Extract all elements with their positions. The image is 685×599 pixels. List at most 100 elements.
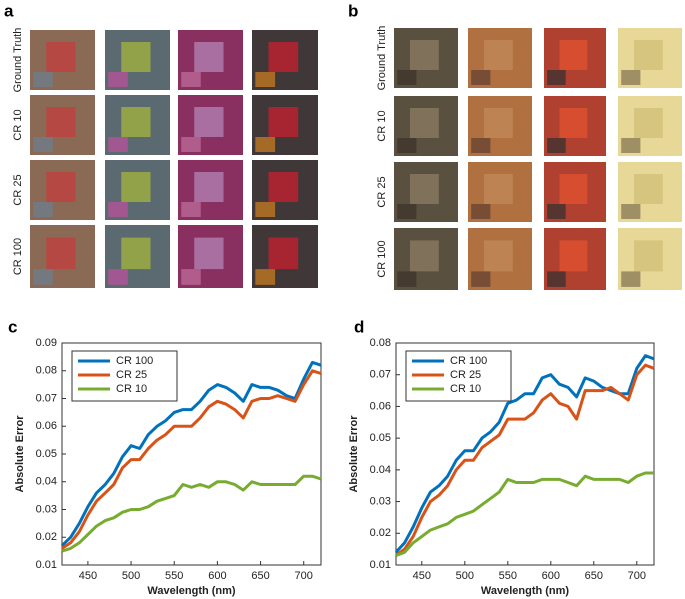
x-tick-label: 500 xyxy=(456,570,474,582)
image-detail xyxy=(621,271,641,287)
image-detail xyxy=(484,174,513,204)
image-detail xyxy=(33,72,53,87)
image-detail xyxy=(621,138,641,153)
image-detail xyxy=(471,138,491,153)
x-tick-label: 700 xyxy=(628,570,646,582)
image-detail xyxy=(471,70,491,85)
image-detail xyxy=(471,271,491,287)
image-detail xyxy=(397,138,417,153)
image-detail xyxy=(547,271,566,287)
y-tick-label: 0.07 xyxy=(370,369,391,381)
image-detail xyxy=(559,40,588,70)
y-tick-label: 0.07 xyxy=(36,392,57,404)
series-line xyxy=(395,471,654,557)
image-detail xyxy=(268,107,299,137)
image-detail xyxy=(559,240,588,272)
y-tick-label: 0.03 xyxy=(36,503,57,515)
image-detail xyxy=(194,237,224,270)
row-label: CR 25 xyxy=(376,176,388,207)
series-line xyxy=(61,474,322,553)
x-tick-label: 450 xyxy=(413,570,431,582)
image-detail xyxy=(194,172,224,202)
y-tick-label: 0.06 xyxy=(36,420,57,432)
image-detail xyxy=(634,40,663,70)
image-detail xyxy=(46,42,76,72)
image-detail xyxy=(268,172,299,202)
image-detail xyxy=(33,202,53,217)
image-detail xyxy=(634,174,663,204)
image-detail xyxy=(268,42,299,72)
legend-label: CR 100 xyxy=(116,355,153,367)
image-detail xyxy=(634,108,663,138)
image-detail xyxy=(255,72,276,87)
x-tick-label: 700 xyxy=(295,570,313,582)
legend-label: CR 10 xyxy=(450,383,481,395)
image-detail xyxy=(621,204,641,219)
image-detail xyxy=(397,204,417,219)
row-label: CR 10 xyxy=(376,110,388,141)
x-tick-label: 650 xyxy=(585,570,603,582)
y-tick-label: 0.02 xyxy=(370,527,391,539)
row-label: CR 100 xyxy=(12,238,24,275)
x-axis-label: Wavelength (nm) xyxy=(147,585,236,597)
image-detail xyxy=(46,107,76,137)
x-tick-label: 600 xyxy=(208,570,226,582)
image-detail xyxy=(410,240,439,272)
image-detail xyxy=(484,108,513,138)
image-detail xyxy=(33,269,53,285)
image-detail xyxy=(181,269,201,285)
y-tick-label: 0.05 xyxy=(36,448,57,460)
y-tick-label: 0.08 xyxy=(36,365,57,377)
image-detail xyxy=(547,138,566,153)
panel-label: b xyxy=(348,1,358,20)
image-detail xyxy=(255,202,276,217)
image-detail xyxy=(410,40,439,70)
x-tick-label: 650 xyxy=(251,570,269,582)
image-detail xyxy=(181,202,201,217)
image-detail xyxy=(33,137,53,152)
image-detail xyxy=(559,108,588,138)
image-detail xyxy=(410,174,439,204)
panel-label: c xyxy=(8,317,17,336)
x-tick-label: 500 xyxy=(122,570,140,582)
y-tick-label: 0.01 xyxy=(36,559,57,571)
y-tick-label: 0.04 xyxy=(370,464,391,476)
image-detail xyxy=(471,204,491,219)
image-detail xyxy=(397,271,417,287)
legend-label: CR 10 xyxy=(116,383,147,395)
image-detail xyxy=(194,107,224,137)
image-detail xyxy=(484,40,513,70)
y-axis-label: Absolute Error xyxy=(14,415,26,493)
y-tick-label: 0.05 xyxy=(370,432,391,444)
series-line xyxy=(60,360,322,547)
image-detail xyxy=(121,42,151,72)
y-tick-label: 0.09 xyxy=(36,337,57,349)
image-detail xyxy=(194,42,224,72)
y-axis-label: Absolute Error xyxy=(348,415,360,493)
image-detail xyxy=(121,237,151,270)
image-detail xyxy=(181,137,201,152)
legend-label: CR 25 xyxy=(450,369,481,381)
image-detail xyxy=(46,237,76,270)
image-detail xyxy=(255,269,276,285)
legend-label: CR 25 xyxy=(116,369,147,381)
image-detail xyxy=(181,72,201,87)
x-tick-label: 550 xyxy=(499,570,517,582)
row-label: Ground Truth xyxy=(12,28,24,93)
image-detail xyxy=(484,240,513,272)
series-line xyxy=(61,369,322,550)
row-label: CR 25 xyxy=(12,174,24,205)
image-detail xyxy=(121,107,151,137)
image-detail xyxy=(108,202,128,217)
image-detail xyxy=(268,237,299,270)
image-detail xyxy=(255,137,276,152)
image-detail xyxy=(46,172,76,202)
x-tick-label: 550 xyxy=(165,570,183,582)
legend-label: CR 100 xyxy=(450,355,487,367)
y-tick-label: 0.01 xyxy=(370,559,391,571)
series-line xyxy=(395,363,655,557)
row-label: CR 10 xyxy=(12,109,24,140)
image-detail xyxy=(547,204,566,219)
panel-label: d xyxy=(354,317,364,336)
